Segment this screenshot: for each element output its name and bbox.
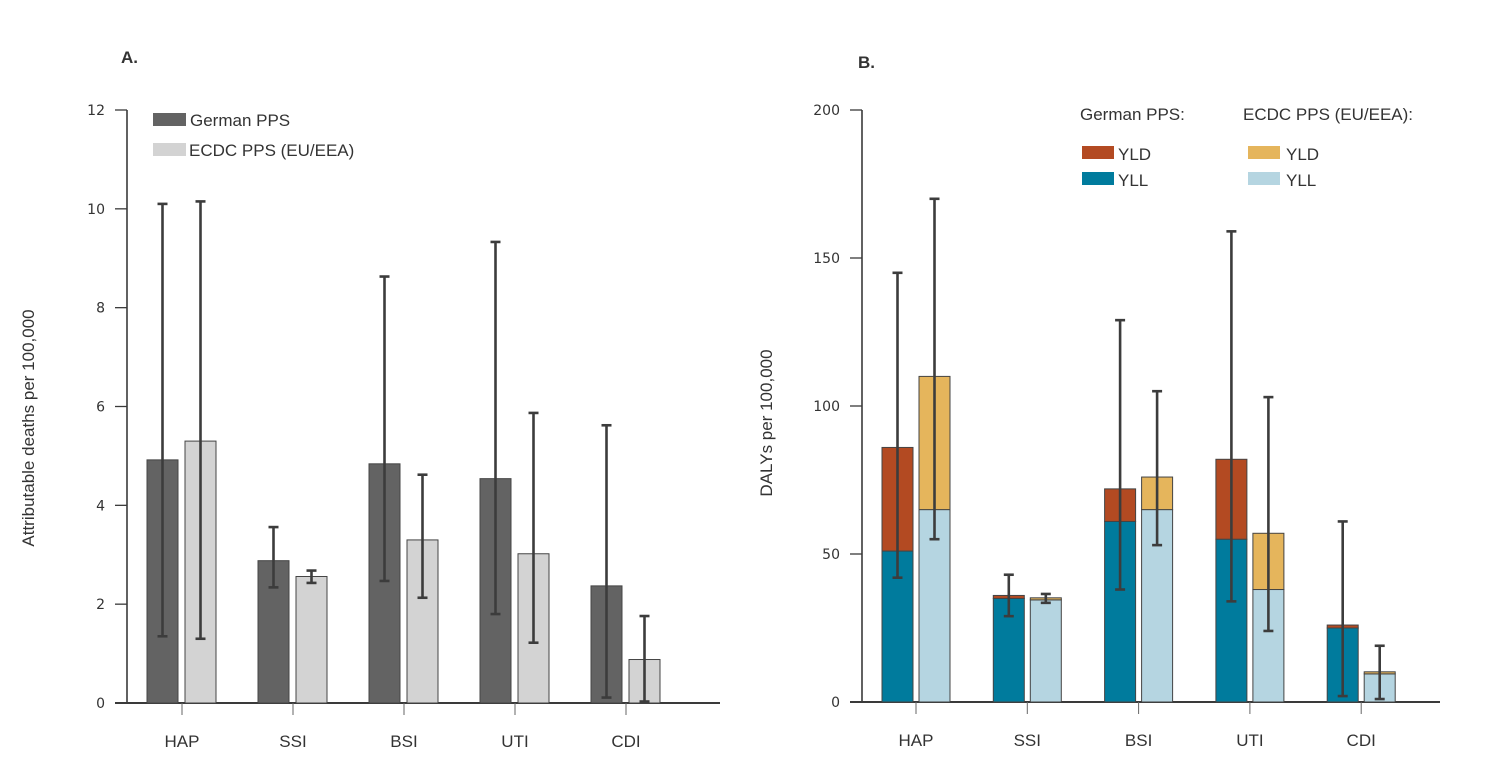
y-tick-label: 200 (813, 103, 840, 119)
x-tick-label: UTI (501, 732, 528, 751)
bar-yll-uti-german (1215, 538, 1248, 703)
legend-swatch-german-pps (153, 113, 186, 126)
x-tick-label: CDI (1347, 731, 1376, 750)
legend-swatch-ecdc-yll (1248, 172, 1280, 185)
panel-b-label: B. (858, 53, 875, 72)
y-tick-label: 0 (96, 696, 105, 712)
panel-a-bars (146, 200, 661, 704)
x-tick-label: SSI (279, 732, 306, 751)
panel-a-y-axis-title: Attributable deaths per 100,000 (19, 309, 38, 546)
legend-label-german-yll: YLL (1118, 171, 1148, 190)
panel-b: B. DALYs per 100,000 0 50 100 150 200 HAP SSI B… (757, 53, 1440, 750)
bar-yll-hap-ecdc (918, 509, 951, 703)
legend-label-german-pps: German PPS (190, 111, 290, 130)
panel-b-bars (881, 197, 1396, 703)
legend-swatch-german-yld (1082, 146, 1114, 159)
x-tick-label: BSI (1125, 731, 1152, 750)
legend-swatch-ecdc-yld (1248, 146, 1280, 159)
x-tick-label: HAP (165, 732, 200, 751)
y-tick-label: 6 (96, 400, 105, 416)
y-tick-label: 12 (87, 103, 105, 119)
x-tick-label: SSI (1014, 731, 1041, 750)
y-tick-label: 50 (822, 547, 840, 563)
panel-b-y-axis-title: DALYs per 100,000 (757, 349, 776, 496)
legend-label-ecdc-yld: YLD (1286, 145, 1319, 164)
legend-swatch-ecdc-pps (153, 143, 186, 156)
y-tick-label: 8 (96, 301, 105, 317)
y-tick-label: 150 (813, 251, 840, 267)
legend-label-ecdc-yll: YLL (1286, 171, 1316, 190)
y-tick-label: 100 (813, 399, 840, 415)
y-tick-label: 2 (96, 597, 105, 613)
bar-yll-ssi-ecdc (1029, 599, 1062, 703)
x-tick-label: BSI (390, 732, 417, 751)
legend-swatch-german-yll (1082, 172, 1114, 185)
panel-a-legend: German PPS ECDC PPS (EU/EEA) (153, 111, 354, 160)
legend-group-title-german: German PPS: (1080, 105, 1185, 124)
x-tick-label: UTI (1236, 731, 1263, 750)
panel-a-label: A. (121, 48, 138, 67)
legend-label-ecdc-pps: ECDC PPS (EU/EEA) (189, 141, 354, 160)
panel-b-legend: German PPS: ECDC PPS (EU/EEA): YLD YLL Y… (1080, 105, 1413, 190)
y-tick-label: 10 (87, 202, 105, 218)
legend-label-german-yld: YLD (1118, 145, 1151, 164)
legend-group-title-ecdc: ECDC PPS (EU/EEA): (1243, 105, 1413, 124)
y-tick-label: 4 (96, 498, 105, 514)
y-tick-label: 0 (831, 695, 840, 711)
x-tick-label: HAP (899, 731, 934, 750)
x-tick-label: CDI (611, 732, 640, 751)
panel-a: A. Attributable deaths per 100,000 0 2 4 6 8… (19, 48, 720, 751)
bar-ssi-ecdc (295, 575, 328, 704)
panel-a-axes: 0 2 4 6 8 10 12 HAP SSI BSI UTI CDI (87, 103, 720, 751)
